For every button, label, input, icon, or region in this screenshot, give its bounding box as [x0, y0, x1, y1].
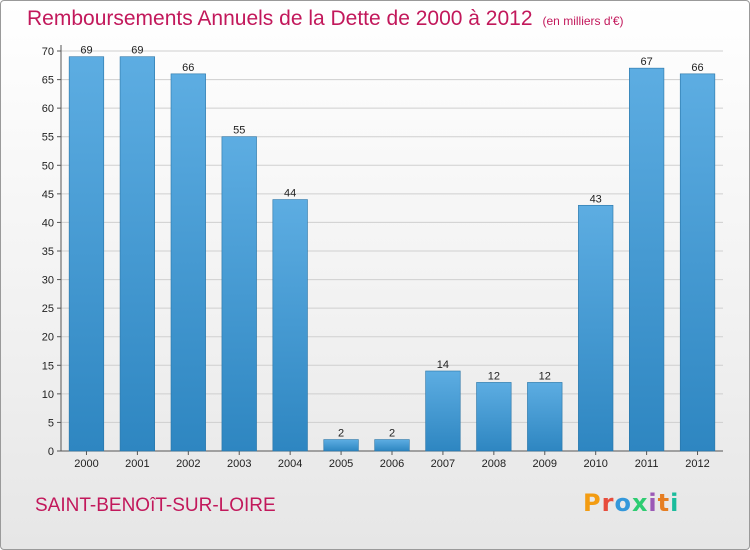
brand-letter: P — [583, 489, 602, 517]
x-tick-label: 2004 — [278, 458, 302, 470]
x-tick-label: 2006 — [380, 458, 404, 470]
brand-letter: t — [657, 489, 671, 517]
brand-letter: o — [614, 489, 632, 517]
y-tick-label: 15 — [42, 360, 54, 372]
chart-title: Remboursements Annuels de la Dette de 20… — [27, 7, 624, 31]
bar-value-label: 2 — [338, 428, 344, 440]
bar — [578, 204, 614, 452]
brand-letter: r — [601, 489, 615, 517]
bar-value-label: 12 — [488, 370, 500, 382]
bar-value-label: 43 — [590, 193, 602, 205]
bar — [425, 370, 461, 452]
bar — [221, 136, 257, 452]
x-tick-label: 2008 — [482, 458, 506, 470]
bar-value-label: 12 — [539, 370, 551, 382]
bar-value-label: 67 — [640, 56, 652, 68]
x-tick-label: 2007 — [431, 458, 455, 470]
y-tick-label: 25 — [42, 303, 54, 315]
x-tick-label: 2002 — [176, 458, 200, 470]
y-tick-label: 0 — [48, 446, 54, 458]
bar-value-label: 14 — [437, 359, 449, 371]
y-tick-label: 20 — [42, 332, 54, 344]
bars — [68, 56, 716, 452]
x-tick-label: 2009 — [533, 458, 557, 470]
brand-letter: i — [648, 489, 658, 517]
bar-value-label: 2 — [389, 428, 395, 440]
gridlines — [61, 50, 723, 452]
bar-value-label: 66 — [182, 62, 194, 74]
y-tick-label: 70 — [42, 46, 54, 58]
labels: 69 69 66 55 44 2 2 14 12 12 43 67 66 — [80, 45, 703, 440]
bar — [476, 382, 512, 452]
bar-value-label: 55 — [233, 125, 245, 137]
bar-value-label: 69 — [131, 45, 143, 57]
x-tick-label: 2010 — [583, 458, 607, 470]
bar — [323, 439, 359, 452]
bar-value-label: 44 — [284, 188, 296, 200]
y-tick-label: 35 — [42, 246, 54, 258]
bar — [629, 67, 665, 452]
bar-value-label: 69 — [80, 45, 92, 57]
y-tick-label: 10 — [42, 389, 54, 401]
bar — [272, 199, 308, 452]
bar — [68, 56, 105, 452]
y-tick-label: 45 — [42, 189, 54, 201]
y-tick-label: 30 — [42, 275, 54, 287]
y-tick-label: 60 — [42, 103, 54, 115]
bar — [374, 439, 410, 452]
bar — [119, 56, 155, 452]
brand-logo: Proxiti — [583, 489, 679, 517]
commune-name: SAINT-BENOîT-SUR-LOIRE — [35, 495, 276, 516]
y-tick-label: 40 — [42, 217, 54, 229]
x-tick-label: 2011 — [635, 458, 659, 470]
y-tick-label: 5 — [48, 417, 54, 429]
y-tick-label: 55 — [42, 132, 54, 144]
bar-value-label: 66 — [691, 62, 703, 74]
x-tick-label: 2012 — [685, 458, 709, 470]
chart-title-text: Remboursements Annuels de la Dette de 20… — [27, 7, 533, 30]
x-tick-label: 2005 — [329, 458, 353, 470]
brand-letter: i — [670, 489, 680, 517]
y-tick-label: 65 — [42, 75, 54, 87]
bar — [170, 73, 206, 452]
brand-letter: x — [631, 489, 649, 517]
x-tick-label: 2003 — [227, 458, 251, 470]
y-tick-label: 50 — [42, 160, 54, 172]
x-tick-label: 2001 — [125, 458, 149, 470]
x-tick-label: 2000 — [74, 458, 98, 470]
bar — [679, 73, 716, 452]
chart-unit: (en milliers d'€) — [542, 14, 624, 28]
bar — [527, 382, 563, 452]
